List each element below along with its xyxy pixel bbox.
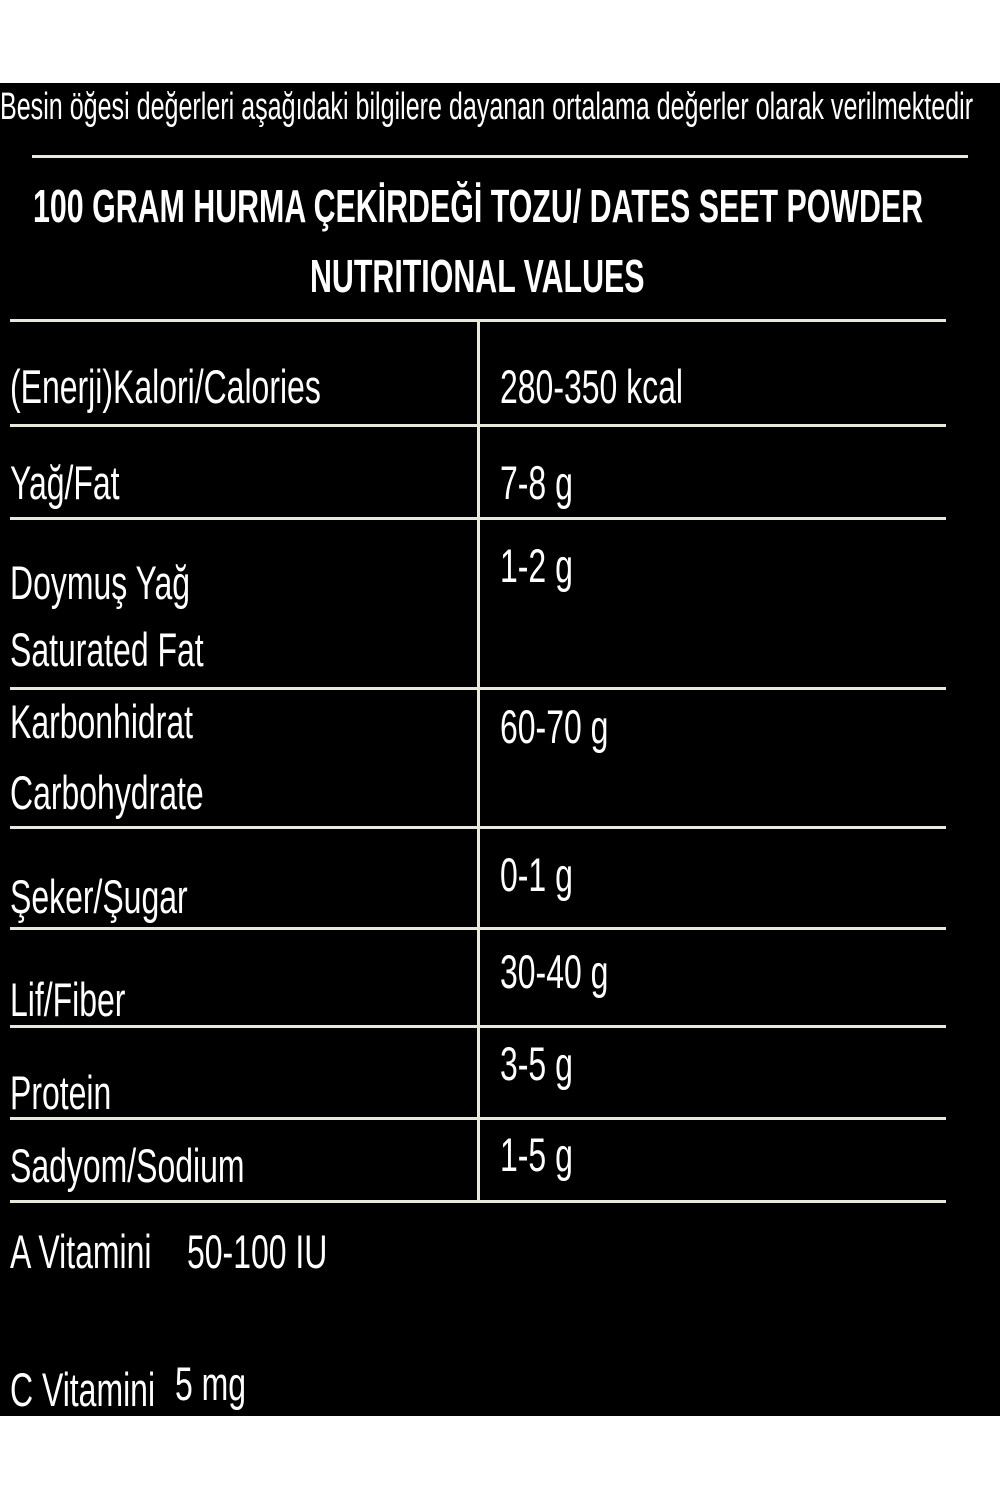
- row-value: 60-70 g: [500, 700, 609, 753]
- row-value: 30-40 g: [500, 945, 609, 998]
- row-value: 1-5 g: [500, 1128, 573, 1181]
- row-label: Karbonhidrat: [10, 695, 194, 748]
- row-label: Lif/Fiber: [10, 973, 126, 1026]
- row-value: 0-1 g: [500, 848, 573, 901]
- vitamin-label: C Vitamini: [10, 1363, 156, 1416]
- row-label: (Enerji)Kalori/Calories: [10, 360, 321, 413]
- row-label: Protein: [10, 1066, 112, 1119]
- row-label: Doymuş Yağ: [10, 556, 191, 609]
- row-value: 1-2 g: [500, 539, 573, 592]
- vitamin-value: 50-100 IU: [187, 1225, 328, 1278]
- vitamin-value: 5 mg: [175, 1357, 247, 1410]
- row-value: 7-8 g: [500, 456, 573, 509]
- title-line-2: NUTRITIONAL VALUES: [310, 250, 645, 302]
- disclaimer-note: Besin öğesi değerleri aşağıdaki bilgiler…: [0, 86, 974, 128]
- title-line-1: 100 GRAM HURMA ÇEKİRDEĞİ TOZU/ DATES SEE…: [33, 180, 924, 232]
- column-divider: [477, 320, 480, 1202]
- row-value: 3-5 g: [500, 1037, 573, 1090]
- row-label: Yağ/Fat: [10, 456, 120, 509]
- row-label-en: Carbohydrate: [10, 766, 204, 819]
- row-value: 280-350 kcal: [500, 360, 684, 413]
- row-label: Şeker/Şugar: [10, 870, 188, 923]
- vitamin-label: A Vitamini: [10, 1225, 152, 1278]
- divider: [32, 155, 968, 158]
- nutrition-label-panel: [0, 83, 1000, 1416]
- row-label-en: Saturated Fat: [10, 623, 204, 676]
- row-label: Sadyom/Sodium: [10, 1139, 245, 1192]
